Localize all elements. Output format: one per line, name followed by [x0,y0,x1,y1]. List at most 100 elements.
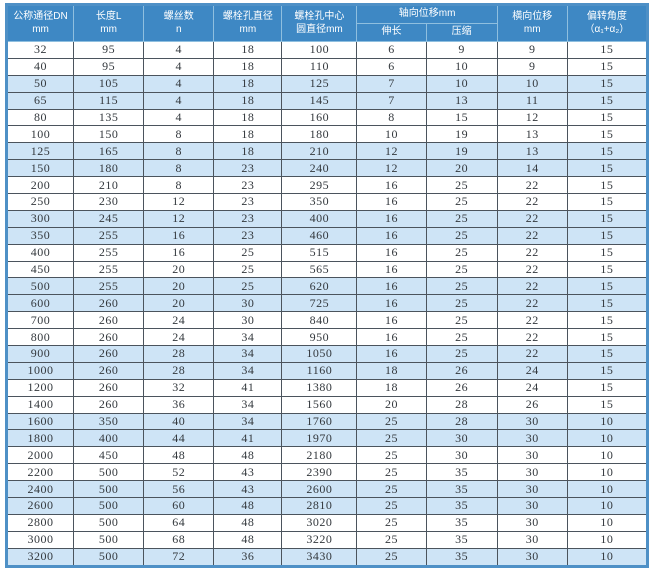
table-cell: 150 [5,159,75,178]
table-cell: 40 [5,57,75,76]
table-cell: 700 [5,311,75,330]
table-cell: 12 [143,193,215,211]
table-cell: 6 [356,57,427,76]
table-row: 50 105 4 18 125 7 10 10 15 [5,74,649,93]
table-cell: 16 [356,209,427,228]
table-cell: 840 [281,311,358,330]
table-cell: 44 [143,429,215,448]
table-cell: 25 [425,328,498,347]
table-cell: 2600 [5,497,75,515]
table-cell: 500 [73,497,145,515]
col-header-formula: （α₁+α₂） [584,23,630,35]
table-cell: 15 [566,243,649,262]
table-cell: 28 [425,412,498,431]
table-cell: 25 [356,497,427,515]
table-row: 1400 260 36 34 1560 20 28 26 15 [5,395,649,414]
table-cell: 25 [425,311,498,330]
table-cell: 50 [5,74,75,93]
table-cell: 23 [213,176,283,195]
table-cell: 23 [213,159,283,178]
table-cell: 1160 [281,361,358,380]
table-cell: 210 [281,142,358,161]
table-row: 900 260 28 34 1050 16 25 22 15 [5,345,649,363]
table-cell: 245 [73,209,145,228]
table-cell: 48 [143,446,215,465]
table-cell: 80 [5,108,75,127]
table-cell: 10 [566,513,649,532]
col-header-lateral-displacement: 横向位移 mm [496,4,568,42]
table-cell: 125 [281,74,358,93]
table-cell: 34 [213,345,283,363]
table-cell: 135 [73,108,145,127]
table-cell: 34 [213,395,283,414]
table-cell: 2180 [281,446,358,465]
table-cell: 8 [143,142,215,161]
table-cell: 30 [496,530,568,549]
col-header-bolt-hole-diameter: 螺栓孔直径 mm [213,4,283,42]
table-cell: 105 [73,74,145,93]
table-cell: 30 [496,513,568,532]
table-cell: 260 [73,395,145,414]
table-cell: 25 [213,243,283,262]
table-cell: 2600 [281,480,358,499]
table-cell: 16 [356,311,427,330]
table-cell: 30 [496,412,568,431]
table-cell: 250 [5,193,75,211]
table-cell: 2000 [5,446,75,465]
table-cell: 1200 [5,378,75,397]
table-cell: 16 [356,226,427,245]
table-cell: 10 [566,446,649,465]
table-cell: 35 [425,480,498,499]
col-header-unit: mm [32,23,49,35]
table-cell: 10 [425,57,498,76]
table-cell: 260 [73,378,145,397]
table-row: 125 165 8 18 210 12 19 13 15 [5,142,649,161]
table-cell: 2390 [281,463,358,482]
table-cell: 72 [143,547,215,567]
table-cell: 14 [496,159,568,178]
table-cell: 25 [425,277,498,296]
table-cell: 400 [5,243,75,262]
table-cell: 565 [281,260,358,279]
table-cell: 32 [143,378,215,397]
table-cell: 4 [143,108,215,127]
table-cell: 400 [281,209,358,228]
table-cell: 22 [496,260,568,279]
table-cell: 2200 [5,463,75,482]
table-cell: 100 [281,41,358,59]
table-cell: 20 [356,395,427,414]
col-header-screw-count: 螺丝数 n [143,4,215,42]
table-cell: 22 [496,193,568,211]
table-cell: 260 [73,345,145,363]
table-cell: 18 [213,108,283,127]
table-cell: 18 [356,378,427,397]
table-cell: 350 [5,226,75,245]
table-cell: 350 [281,193,358,211]
table-header: 公称通径DN mm 长度L mm 螺丝数 n 螺栓孔直径 mm 螺栓孔中心 [5,4,649,42]
table-row: 2800 500 64 48 3020 25 35 30 10 [5,513,649,532]
table-cell: 16 [356,294,427,313]
table-cell: 68 [143,530,215,549]
table-cell: 210 [73,176,145,195]
table-cell: 25 [425,294,498,313]
table-cell: 2400 [5,480,75,499]
table-cell: 13 [425,91,498,110]
table-cell: 15 [566,361,649,380]
col-header-deflection-angle: 偏转角度 （α₁+α₂） [566,4,649,42]
table-cell: 3020 [281,513,358,532]
table-cell: 23 [213,193,283,211]
table-cell: 4 [143,74,215,93]
table-cell: 12 [496,108,568,127]
table-cell: 41 [213,378,283,397]
table-cell: 24 [143,328,215,347]
table-cell: 30 [425,429,498,448]
table-cell: 16 [356,260,427,279]
table-row: 40 95 4 18 110 6 10 9 15 [5,57,649,76]
table-cell: 18 [213,57,283,76]
table-cell: 165 [73,142,145,161]
table-cell: 34 [213,328,283,347]
table-row: 2400 500 56 43 2600 25 35 30 10 [5,480,649,499]
table-cell: 515 [281,243,358,262]
table-cell: 15 [566,209,649,228]
